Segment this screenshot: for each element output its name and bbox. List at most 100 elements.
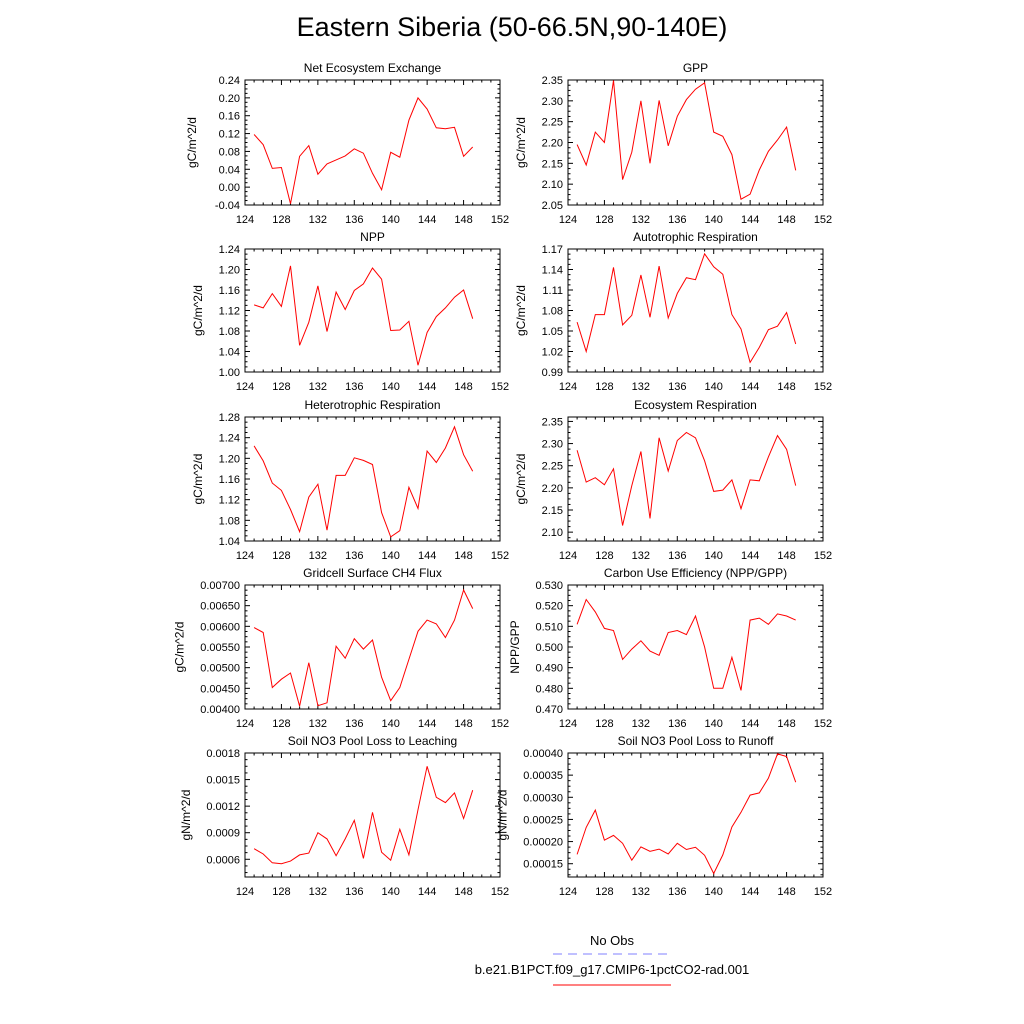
chart-panel-9: 124 128 132 136 140 144 148 152 0.0006 0.0009 0.00… [179,734,509,898]
y-tick-label: 0.00035 [523,770,563,782]
panel-title: Carbon Use Efficiency (NPP/GPP) [604,566,787,580]
x-tick-label: 140 [382,214,400,226]
y-tick-label: 0.16 [219,111,240,123]
x-tick-label: 132 [309,886,327,898]
y-tick-label: 1.24 [219,433,240,445]
x-tick-label: 152 [491,381,509,393]
y-tick-label: 0.00 [219,182,240,194]
x-tick-label: 124 [236,718,254,730]
x-tick-label: 128 [595,550,613,562]
y-tick-label: 1.04 [219,536,240,548]
x-tick-label: 148 [777,550,795,562]
y-tick-label: 1.04 [219,347,240,359]
y-tick-label: 2.30 [542,96,563,108]
x-tick-label: 148 [777,718,795,730]
y-tick-label: 0.0018 [206,748,240,760]
y-tick-label: 0.00025 [523,814,563,826]
y-tick-label: 1.14 [542,265,563,277]
y-tick-label: 1.17 [542,244,563,256]
y-tick-label: 2.20 [542,138,563,150]
x-tick-label: 140 [705,886,723,898]
y-axis-label: gN/m^2/d [496,790,510,841]
y-axis-label: gC/m^2/d [514,117,528,168]
chart-panel-5: 124 128 132 136 140 144 148 152 1.04 1.08 1.12 1.16… [191,398,509,562]
y-tick-label: 2.15 [542,158,563,170]
y-tick-label: 0.0015 [206,775,240,787]
x-tick-label: 132 [632,214,650,226]
chart-panel-7: 124 128 132 136 140 144 148 152 0.00400 0.00450 0.… [173,566,510,730]
x-tick-label: 152 [491,886,509,898]
panel-title: Soil NO3 Pool Loss to Leaching [288,734,457,748]
y-tick-label: 1.00 [219,367,240,379]
chart-panel-3: 124 128 132 136 140 144 148 152 1.00 1.04 1.08 1.12… [191,230,509,393]
y-tick-label: 0.470 [535,704,563,716]
x-tick-label: 128 [595,214,613,226]
x-tick-label: 128 [272,550,290,562]
chart-panel-1: 124 128 132 136 140 144 148 152 -0.04 0.00 0.04 0.0… [185,61,509,226]
x-tick-label: 152 [814,214,832,226]
y-tick-label: 1.02 [542,347,563,359]
x-tick-label: 144 [418,550,436,562]
series-line [576,80,797,200]
x-tick-label: 136 [668,214,686,226]
series-line [576,598,796,691]
x-tick-label: 140 [705,718,723,730]
y-tick-label: 0.12 [219,129,240,141]
y-tick-label: 0.00700 [200,580,240,592]
panel-title: Gridcell Surface CH4 Flux [303,566,442,580]
x-tick-label: 144 [741,381,759,393]
x-tick-label: 136 [668,381,686,393]
x-tick-label: 136 [345,381,363,393]
x-tick-label: 132 [632,550,650,562]
x-tick-label: 132 [309,381,327,393]
x-tick-label: 136 [345,214,363,226]
y-tick-label: 1.28 [219,412,240,424]
x-tick-label: 148 [454,550,472,562]
legend-label-model-run: b.e21.B1PCT.f09_g17.CMIP6-1pctCO2-rad.00… [475,962,750,977]
y-tick-label: 0.00450 [200,683,240,695]
y-tick-label: 0.480 [535,683,563,695]
y-tick-label: 0.08 [219,146,240,158]
x-tick-label: 140 [382,718,400,730]
y-tick-label: 0.510 [535,621,563,633]
y-tick-label: 0.00040 [523,748,563,760]
series-line [576,252,797,364]
x-tick-label: 140 [382,886,400,898]
x-tick-label: 124 [236,550,254,562]
x-tick-label: 132 [309,718,327,730]
x-tick-label: 124 [559,718,577,730]
x-tick-label: 152 [814,718,832,730]
panel-title: Heterotrophic Respiration [304,398,440,412]
x-tick-label: 140 [705,214,723,226]
y-tick-label: 0.0006 [206,854,240,866]
y-tick-label: 0.500 [535,642,563,654]
x-tick-label: 140 [705,550,723,562]
x-tick-label: 152 [491,214,509,226]
x-tick-label: 144 [741,886,759,898]
x-tick-label: 136 [668,718,686,730]
x-tick-label: 124 [559,886,577,898]
x-tick-label: 136 [345,718,363,730]
y-tick-label: 2.20 [542,483,563,495]
chart-panel-6: 124 128 132 136 140 144 148 152 2.10 2.15 2.20 2.25… [514,398,832,562]
y-axis-label: gN/m^2/d [179,790,193,841]
y-axis-label: NPP/GPP [508,620,522,673]
y-tick-label: 2.30 [542,439,563,451]
x-tick-label: 128 [272,214,290,226]
y-tick-label: 1.20 [219,265,240,277]
y-tick-label: 1.08 [219,515,240,527]
x-tick-label: 124 [236,214,254,226]
series-line [253,265,474,366]
x-tick-label: 148 [777,886,795,898]
series-line [576,753,797,875]
y-tick-label: 0.00500 [200,663,240,675]
x-tick-label: 136 [345,550,363,562]
chart-panel-4: 124 128 132 136 140 144 148 152 0.99 1.02 1.05 1.08… [514,230,832,393]
y-tick-label: 0.04 [219,164,240,176]
y-tick-label: 0.00600 [200,621,240,633]
y-tick-label: 1.08 [542,306,563,318]
y-tick-label: 1.24 [219,244,240,256]
y-axis-label: gC/m^2/d [173,622,187,673]
x-tick-label: 144 [418,886,436,898]
